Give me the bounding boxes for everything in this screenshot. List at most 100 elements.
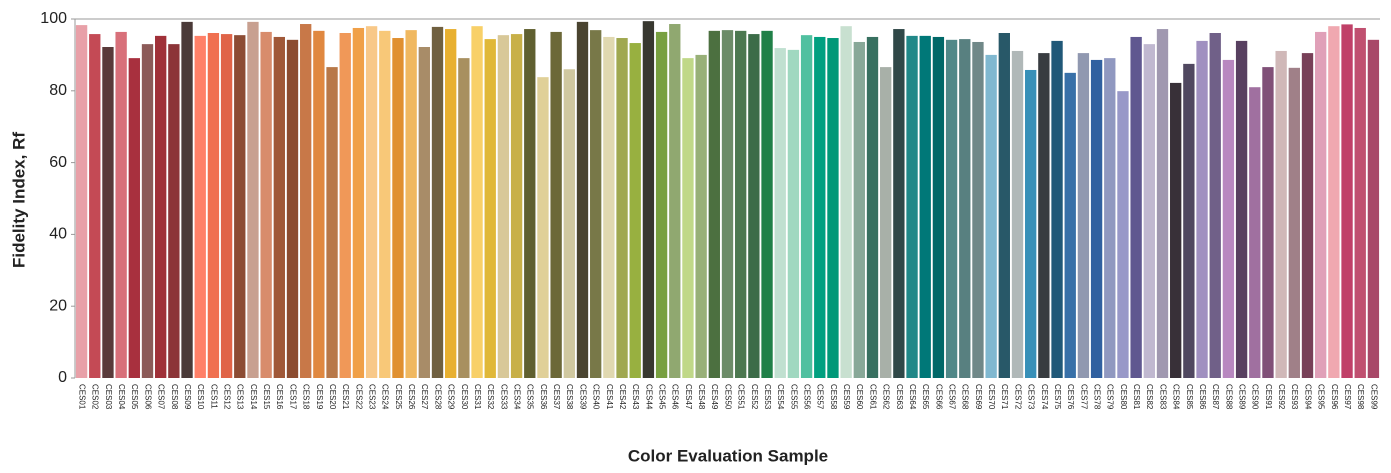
bar: [655, 31, 668, 378]
y-tick-label: 60: [49, 154, 67, 171]
bar: [1038, 53, 1050, 378]
x-tick-label: CES76: [1066, 384, 1075, 410]
x-tick-label: CES89: [1237, 384, 1246, 410]
x-tick-label: CES37: [552, 384, 561, 410]
bar: [1315, 31, 1327, 378]
bar: [919, 35, 931, 379]
x-tick-label: CES05: [130, 384, 139, 410]
x-tick-label: CES64: [908, 384, 917, 410]
x-tick-label: CES19: [315, 384, 324, 410]
bar: [616, 38, 628, 378]
x-tick-label: CES75: [1053, 384, 1062, 410]
bar: [155, 35, 167, 379]
bar: [141, 44, 154, 378]
bar: [1328, 26, 1340, 379]
x-tick-label: CES52: [750, 384, 759, 410]
bar: [669, 24, 681, 378]
x-tick-label: CES28: [433, 384, 442, 410]
x-tick-label: CES59: [842, 384, 851, 410]
x-tick-label: CES14: [249, 384, 258, 410]
x-tick-label: CES99: [1369, 384, 1378, 410]
x-tick-label: CES65: [921, 384, 930, 410]
x-tick-label: CES35: [526, 384, 535, 410]
x-tick-label: CES91: [1264, 384, 1273, 410]
x-tick-label: CES29: [447, 384, 456, 410]
bar: [1341, 24, 1353, 378]
bar: [181, 21, 193, 378]
bar: [1209, 33, 1221, 378]
x-tick-label: CES54: [776, 384, 785, 410]
x-tick-label: CES25: [394, 384, 403, 410]
x-tick-label: CES90: [1251, 384, 1260, 410]
x-tick-label: CES20: [328, 384, 337, 410]
x-tick-label: CES81: [1132, 384, 1141, 410]
bar: [590, 30, 602, 379]
x-tick-label: CES69: [974, 384, 983, 410]
x-tick-label: CES30: [460, 384, 469, 410]
y-tick-label: 80: [49, 82, 67, 99]
bar: [339, 33, 351, 378]
x-tick-label: CES02: [91, 384, 100, 410]
bar: [365, 26, 378, 379]
x-tick-label: CES43: [631, 384, 640, 410]
bar: [286, 39, 299, 379]
x-tick-label: CES61: [868, 384, 877, 410]
x-tick-label: CES39: [578, 384, 587, 410]
bar: [537, 77, 549, 379]
x-tick-label: CES50: [723, 384, 732, 410]
x-tick-label: CES56: [802, 384, 811, 410]
bar: [893, 29, 905, 378]
x-tick-label: CES08: [170, 384, 179, 410]
x-tick-label: CES12: [222, 384, 231, 410]
bar: [445, 29, 457, 378]
bar: [405, 30, 417, 379]
x-tick-label: CES09: [183, 384, 192, 410]
bar: [932, 36, 945, 378]
x-tick-label: CES66: [934, 384, 943, 410]
bar: [300, 24, 312, 378]
bar: [1117, 91, 1129, 378]
x-tick-label: CES80: [1119, 384, 1128, 410]
x-tick-label: CES22: [354, 384, 363, 410]
bar: [102, 47, 114, 378]
x-tick-label: CES87: [1211, 384, 1220, 410]
y-tick-label: 0: [58, 369, 67, 386]
bar: [800, 35, 813, 378]
x-tick-label: CES18: [302, 384, 311, 410]
bar: [695, 54, 707, 379]
bar: [431, 26, 444, 378]
x-tick-label: CES44: [644, 384, 653, 410]
bar: [998, 33, 1010, 378]
bar: [1235, 40, 1248, 379]
bar: [708, 30, 720, 379]
x-tick-label: CES73: [1027, 384, 1036, 410]
y-tick-label: 100: [40, 10, 67, 27]
bar: [1077, 53, 1090, 378]
bar: [721, 30, 734, 379]
bar: [774, 48, 786, 378]
bar: [1025, 69, 1037, 378]
x-tick-label: CES93: [1290, 384, 1299, 410]
x-tick-label: CES36: [539, 384, 548, 410]
bar: [1222, 59, 1235, 379]
bar: [207, 33, 220, 378]
x-tick-label: CES26: [407, 384, 416, 410]
x-tick-label: CES79: [1106, 384, 1115, 410]
bar: [735, 30, 747, 379]
bar: [853, 41, 865, 378]
bar: [168, 44, 180, 378]
x-tick-label: CES06: [143, 384, 152, 410]
bar: [220, 34, 233, 378]
x-tick-label: CES88: [1224, 384, 1233, 410]
x-tick-label: CES49: [710, 384, 719, 410]
bar: [880, 67, 892, 378]
bar: [1249, 87, 1261, 379]
bar: [787, 49, 800, 379]
bar: [326, 67, 338, 378]
y-axis-label: Fidelity Index, Rf: [9, 132, 28, 268]
bar: [497, 35, 510, 378]
bar: [959, 39, 971, 378]
x-tick-label: CES63: [895, 384, 904, 410]
bar: [1090, 59, 1103, 379]
bar: [510, 34, 523, 378]
